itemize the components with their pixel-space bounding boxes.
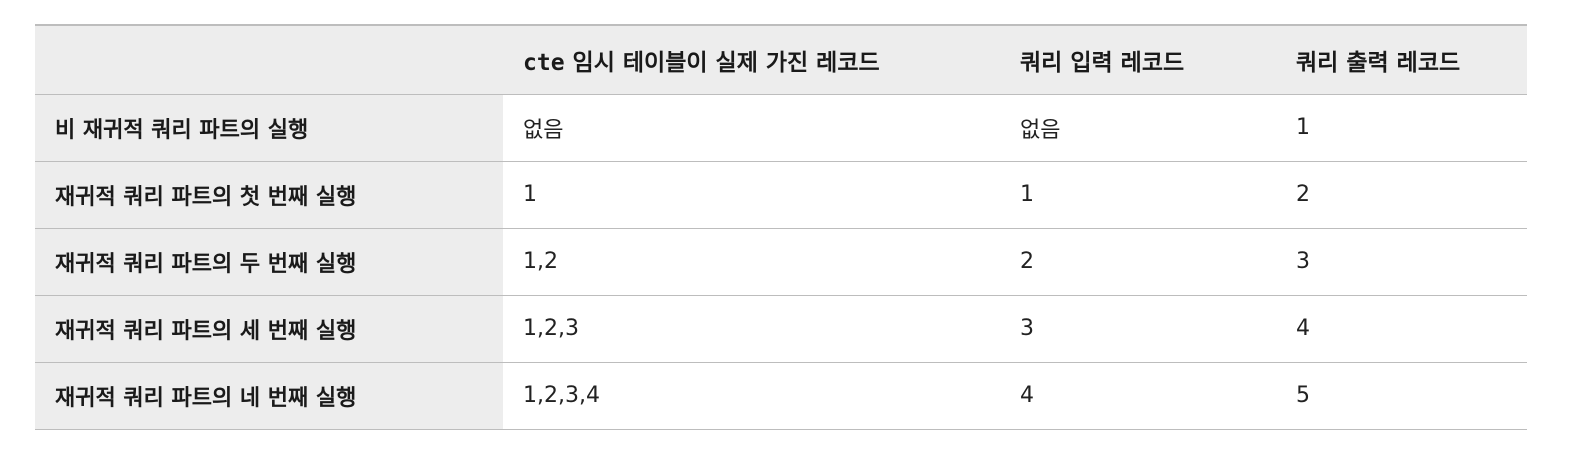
recursive-cte-table: cte 임시 테이블이 실제 가진 레코드 쿼리 입력 레코드 쿼리 출력 레코… <box>35 24 1527 430</box>
row-label: 재귀적 쿼리 파트의 두 번째 실행 <box>35 228 503 296</box>
row-label: 재귀적 쿼리 파트의 첫 번째 실행 <box>35 161 503 229</box>
table-header: cte 임시 테이블이 실제 가진 레코드 쿼리 입력 레코드 쿼리 출력 레코… <box>35 24 1527 95</box>
table-row: 재귀적 쿼리 파트의 두 번째 실행 1,2 2 3 <box>35 228 1527 296</box>
cte-records-cell: 1,2,3 <box>503 295 1000 363</box>
cte-records-cell: 1,2,3,4 <box>503 362 1000 430</box>
input-records-cell: 없음 <box>1000 94 1276 162</box>
output-records-cell: 2 <box>1276 161 1527 229</box>
table-body: 비 재귀적 쿼리 파트의 실행 없음 없음 1 재귀적 쿼리 파트의 첫 번째 … <box>35 94 1527 430</box>
header-corner-cell <box>35 24 503 95</box>
output-records-cell: 5 <box>1276 362 1527 430</box>
recursive-cte-table-container: cte 임시 테이블이 실제 가진 레코드 쿼리 입력 레코드 쿼리 출력 레코… <box>35 24 1527 430</box>
input-records-cell: 1 <box>1000 161 1276 229</box>
header-cte-records: cte 임시 테이블이 실제 가진 레코드 <box>503 24 1000 95</box>
row-label: 재귀적 쿼리 파트의 세 번째 실행 <box>35 295 503 363</box>
cte-records-cell: 1 <box>503 161 1000 229</box>
cte-records-cell: 1,2 <box>503 228 1000 296</box>
header-cte-label: 임시 테이블이 실제 가진 레코드 <box>564 49 880 76</box>
input-records-cell: 3 <box>1000 295 1276 363</box>
table-row: 재귀적 쿼리 파트의 첫 번째 실행 1 1 2 <box>35 161 1527 229</box>
output-records-cell: 4 <box>1276 295 1527 363</box>
header-output-records: 쿼리 출력 레코드 <box>1276 24 1527 95</box>
header-input-records: 쿼리 입력 레코드 <box>1000 24 1276 95</box>
output-records-cell: 1 <box>1276 94 1527 162</box>
table-row: 재귀적 쿼리 파트의 네 번째 실행 1,2,3,4 4 5 <box>35 362 1527 430</box>
input-records-cell: 4 <box>1000 362 1276 430</box>
table-row: 재귀적 쿼리 파트의 세 번째 실행 1,2,3 3 4 <box>35 295 1527 363</box>
output-records-cell: 3 <box>1276 228 1527 296</box>
row-label: 비 재귀적 쿼리 파트의 실행 <box>35 94 503 162</box>
table-row: 비 재귀적 쿼리 파트의 실행 없음 없음 1 <box>35 94 1527 162</box>
input-records-cell: 2 <box>1000 228 1276 296</box>
header-row: cte 임시 테이블이 실제 가진 레코드 쿼리 입력 레코드 쿼리 출력 레코… <box>35 24 1527 95</box>
cte-records-cell: 없음 <box>503 94 1000 162</box>
header-cte-code: cte <box>523 49 565 76</box>
row-label: 재귀적 쿼리 파트의 네 번째 실행 <box>35 362 503 430</box>
